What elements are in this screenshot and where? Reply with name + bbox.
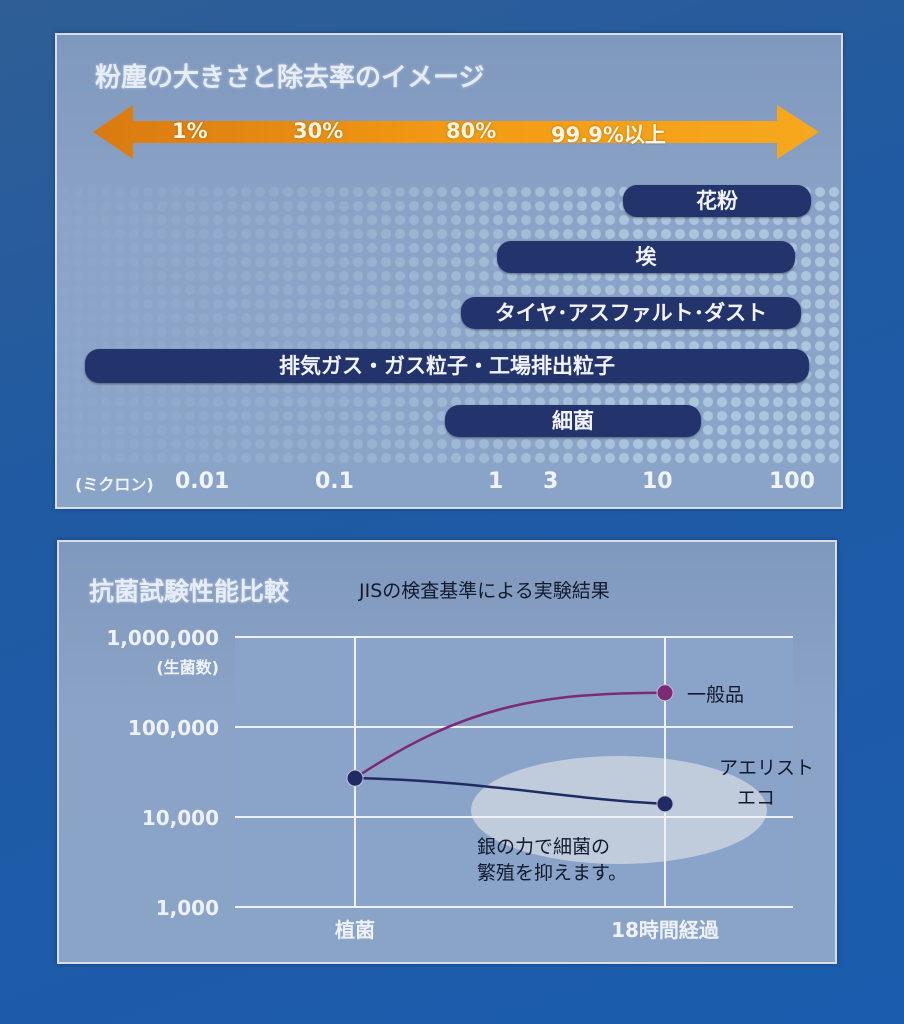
y-tick-label: 1,000,000 — [106, 626, 219, 650]
series-line-general — [354, 691, 666, 780]
bar-dust: 埃 — [497, 241, 795, 273]
tick-1: 1 — [488, 469, 504, 494]
x-tick-label: 18時間経過 — [611, 918, 720, 942]
bar-bacteria: 細菌 — [445, 405, 701, 437]
dust-removal-panel: 粉塵の大きさと除去率のイメージ 1% 30% 80% 99.9%以上 花粉 埃 … — [55, 33, 843, 509]
highlight-ellipse — [471, 756, 767, 864]
arrow-percent-80: 80% — [446, 119, 497, 143]
antibacterial-panel-subtitle: JISの検査基準による実験結果 — [359, 580, 610, 602]
series-label-aerist: アエリスト — [719, 757, 814, 779]
silver-note-line-1: 銀の力で細菌の — [477, 836, 611, 858]
removal-rate-arrow — [93, 105, 819, 159]
antibacterial-panel-title: 抗菌試験性能比較 — [89, 577, 290, 606]
tick-100: 100 — [769, 469, 815, 494]
y-tick-label: 10,000 — [142, 806, 219, 830]
dust-panel-title: 粉塵の大きさと除去率のイメージ — [95, 63, 485, 93]
x-tick-label: 植菌 — [335, 918, 375, 942]
silver-note-line-2: 繁殖を抑えます。 — [477, 862, 628, 884]
bar-pollen: 花粉 — [623, 185, 811, 217]
tick-3: 3 — [543, 469, 559, 494]
y-axis-label: (生菌数) — [156, 658, 219, 677]
micron-unit-label: (ミクロン) — [75, 475, 154, 494]
antibacterial-chart: 1,000,000 100,000 10,000 1,000 (生菌数) 植菌 18時間経過… — [106, 626, 814, 942]
series-line-aerist — [354, 776, 666, 806]
y-tick-label: 1,000 — [156, 896, 219, 920]
series-point-aerist — [346, 769, 364, 787]
series-point-general — [656, 684, 674, 702]
y-tick-label: 100,000 — [128, 716, 219, 740]
tick-0-1: 0.1 — [315, 469, 354, 494]
arrow-percent-999: 99.9%以上 — [551, 123, 666, 147]
series-label-general: 一般品 — [687, 684, 744, 706]
tick-10: 10 — [642, 469, 673, 494]
bar-tire-asphalt-dust: タイヤ･アスファルト･ダスト — [461, 297, 801, 329]
bar-exhaust-gas: 排気ガス・ガス粒子・工場排出粒子 — [85, 349, 809, 383]
silver-note: 銀の力で細菌の 繁殖を抑えます。 — [477, 834, 627, 886]
series-label-aerist: エコ — [737, 787, 775, 809]
series-point-aerist — [656, 795, 674, 813]
arrow-percent-30: 30% — [293, 119, 344, 143]
antibacterial-panel: 抗菌試験性能比較 JISの検査基準による実験結果 1,000,000 100,00… — [57, 540, 837, 964]
arrow-percent-1: 1% — [172, 119, 208, 143]
tick-0-01: 0.01 — [175, 469, 230, 494]
